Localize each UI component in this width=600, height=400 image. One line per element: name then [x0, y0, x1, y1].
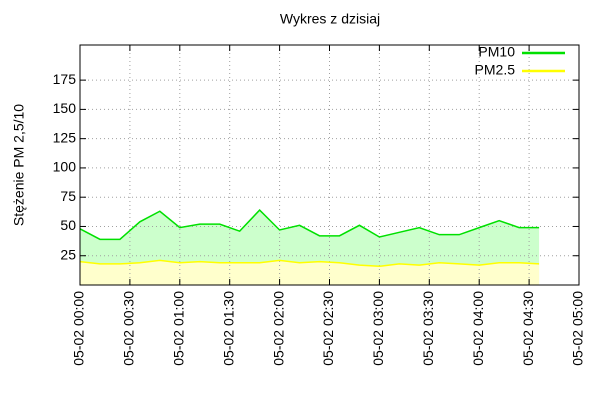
y-tick-label: 25 [60, 246, 76, 262]
x-tick-label: 05-02 05:00 [570, 291, 586, 366]
legend-label: PM10 [478, 44, 515, 60]
x-tick-label: 05-02 04:30 [520, 291, 536, 366]
x-tick-label: 05-02 03:30 [420, 291, 436, 366]
legend-label: PM2.5 [475, 62, 516, 78]
plot-frame [79, 44, 580, 286]
area-fill [80, 260, 540, 285]
series-line [79, 208, 540, 241]
series-line [79, 259, 540, 268]
y-axis-label: Stężenie PM 2,5/10 [11, 104, 27, 226]
x-tick-label: 05-02 02:30 [320, 291, 336, 366]
x-tick-label: 05-02 01:30 [220, 291, 236, 366]
y-tick-label: 125 [53, 129, 77, 145]
chart-title: Wykres z dzisiaj [280, 11, 380, 27]
x-tick-label: 05-02 04:00 [470, 291, 486, 366]
y-tick-label: 100 [53, 159, 77, 175]
x-tick-label: 05-02 00:00 [71, 291, 87, 366]
x-tick-label: 05-02 00:30 [121, 291, 137, 366]
y-tick-label: 150 [53, 100, 77, 116]
y-tick-label: 175 [53, 71, 77, 87]
x-tick-label: 05-02 02:00 [270, 291, 286, 366]
x-tick-label: 05-02 01:00 [171, 291, 187, 366]
y-tick-label: 50 [60, 217, 76, 233]
y-tick-label: 75 [60, 188, 76, 204]
x-tick-label: 05-02 03:00 [370, 291, 386, 366]
